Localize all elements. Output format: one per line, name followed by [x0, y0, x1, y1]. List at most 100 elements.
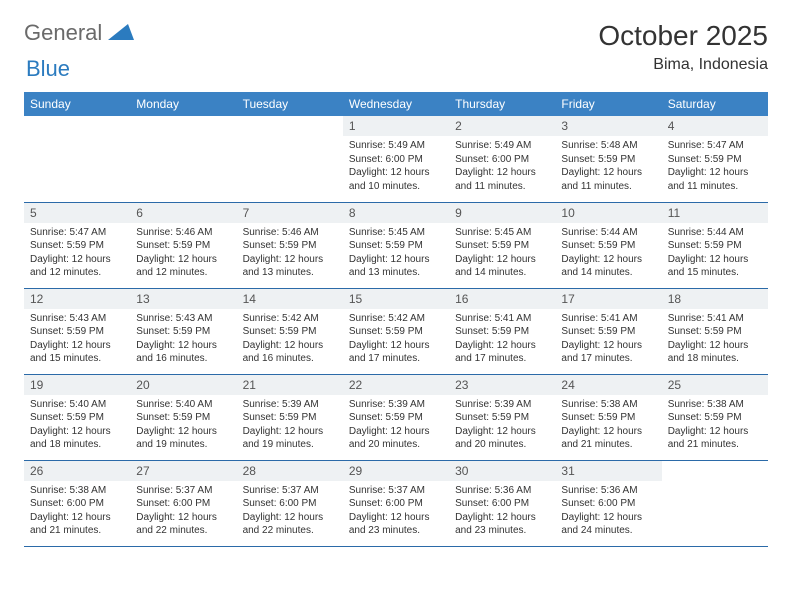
day-number: 30	[449, 461, 555, 481]
logo-triangle-icon	[108, 22, 134, 45]
calendar-cell: 20Sunrise: 5:40 AMSunset: 5:59 PMDayligh…	[130, 374, 236, 460]
calendar-cell: 25Sunrise: 5:38 AMSunset: 5:59 PMDayligh…	[662, 374, 768, 460]
day-details: Sunrise: 5:39 AMSunset: 5:59 PMDaylight:…	[343, 395, 449, 458]
day-details: Sunrise: 5:47 AMSunset: 5:59 PMDaylight:…	[662, 136, 768, 199]
day-details: Sunrise: 5:38 AMSunset: 5:59 PMDaylight:…	[555, 395, 661, 458]
day-details: Sunrise: 5:37 AMSunset: 6:00 PMDaylight:…	[130, 481, 236, 544]
weekday-header: Friday	[555, 92, 661, 116]
day-number: 24	[555, 375, 661, 395]
calendar-table: SundayMondayTuesdayWednesdayThursdayFrid…	[24, 92, 768, 547]
day-details: Sunrise: 5:47 AMSunset: 5:59 PMDaylight:…	[24, 223, 130, 286]
day-number: 25	[662, 375, 768, 395]
day-number: 21	[237, 375, 343, 395]
calendar-week-row: ...1Sunrise: 5:49 AMSunset: 6:00 PMDayli…	[24, 116, 768, 202]
day-details: Sunrise: 5:36 AMSunset: 6:00 PMDaylight:…	[555, 481, 661, 544]
day-number: 1	[343, 116, 449, 136]
calendar-week-row: 19Sunrise: 5:40 AMSunset: 5:59 PMDayligh…	[24, 374, 768, 460]
day-details: Sunrise: 5:49 AMSunset: 6:00 PMDaylight:…	[449, 136, 555, 199]
calendar-cell: 23Sunrise: 5:39 AMSunset: 5:59 PMDayligh…	[449, 374, 555, 460]
day-details: Sunrise: 5:45 AMSunset: 5:59 PMDaylight:…	[343, 223, 449, 286]
weekday-header: Tuesday	[237, 92, 343, 116]
calendar-cell: 5Sunrise: 5:47 AMSunset: 5:59 PMDaylight…	[24, 202, 130, 288]
day-number: 26	[24, 461, 130, 481]
weekday-header: Saturday	[662, 92, 768, 116]
day-details: Sunrise: 5:44 AMSunset: 5:59 PMDaylight:…	[662, 223, 768, 286]
day-details: Sunrise: 5:46 AMSunset: 5:59 PMDaylight:…	[130, 223, 236, 286]
day-details: Sunrise: 5:43 AMSunset: 5:59 PMDaylight:…	[130, 309, 236, 372]
calendar-cell: 16Sunrise: 5:41 AMSunset: 5:59 PMDayligh…	[449, 288, 555, 374]
day-details: Sunrise: 5:49 AMSunset: 6:00 PMDaylight:…	[343, 136, 449, 199]
calendar-week-row: 12Sunrise: 5:43 AMSunset: 5:59 PMDayligh…	[24, 288, 768, 374]
day-number: 7	[237, 203, 343, 223]
calendar-cell: 24Sunrise: 5:38 AMSunset: 5:59 PMDayligh…	[555, 374, 661, 460]
calendar-cell: 8Sunrise: 5:45 AMSunset: 5:59 PMDaylight…	[343, 202, 449, 288]
day-number: 28	[237, 461, 343, 481]
day-number: 16	[449, 289, 555, 309]
day-details: Sunrise: 5:40 AMSunset: 5:59 PMDaylight:…	[130, 395, 236, 458]
day-number: 18	[662, 289, 768, 309]
calendar-cell: 18Sunrise: 5:41 AMSunset: 5:59 PMDayligh…	[662, 288, 768, 374]
day-number: 8	[343, 203, 449, 223]
day-number: 23	[449, 375, 555, 395]
day-details: Sunrise: 5:39 AMSunset: 5:59 PMDaylight:…	[237, 395, 343, 458]
calendar-cell: 31Sunrise: 5:36 AMSunset: 6:00 PMDayligh…	[555, 460, 661, 546]
weekday-header: Sunday	[24, 92, 130, 116]
calendar-cell: 12Sunrise: 5:43 AMSunset: 5:59 PMDayligh…	[24, 288, 130, 374]
day-details: Sunrise: 5:41 AMSunset: 5:59 PMDaylight:…	[555, 309, 661, 372]
day-number: 29	[343, 461, 449, 481]
day-details: Sunrise: 5:45 AMSunset: 5:59 PMDaylight:…	[449, 223, 555, 286]
day-details: Sunrise: 5:48 AMSunset: 5:59 PMDaylight:…	[555, 136, 661, 199]
day-number: 14	[237, 289, 343, 309]
day-number: 6	[130, 203, 236, 223]
calendar-cell: 2Sunrise: 5:49 AMSunset: 6:00 PMDaylight…	[449, 116, 555, 202]
day-details: Sunrise: 5:40 AMSunset: 5:59 PMDaylight:…	[24, 395, 130, 458]
calendar-cell: 28Sunrise: 5:37 AMSunset: 6:00 PMDayligh…	[237, 460, 343, 546]
day-number: 22	[343, 375, 449, 395]
weekday-header: Wednesday	[343, 92, 449, 116]
day-details: Sunrise: 5:38 AMSunset: 5:59 PMDaylight:…	[662, 395, 768, 458]
day-number: 31	[555, 461, 661, 481]
calendar-body: ...1Sunrise: 5:49 AMSunset: 6:00 PMDayli…	[24, 116, 768, 546]
calendar-cell: 10Sunrise: 5:44 AMSunset: 5:59 PMDayligh…	[555, 202, 661, 288]
day-details: Sunrise: 5:37 AMSunset: 6:00 PMDaylight:…	[237, 481, 343, 544]
day-details: Sunrise: 5:38 AMSunset: 6:00 PMDaylight:…	[24, 481, 130, 544]
calendar-cell: .	[662, 460, 768, 546]
day-number: 19	[24, 375, 130, 395]
day-number: 12	[24, 289, 130, 309]
calendar-cell: 22Sunrise: 5:39 AMSunset: 5:59 PMDayligh…	[343, 374, 449, 460]
day-details: Sunrise: 5:41 AMSunset: 5:59 PMDaylight:…	[449, 309, 555, 372]
day-details: Sunrise: 5:36 AMSunset: 6:00 PMDaylight:…	[449, 481, 555, 544]
day-details: Sunrise: 5:41 AMSunset: 5:59 PMDaylight:…	[662, 309, 768, 372]
day-details: Sunrise: 5:42 AMSunset: 5:59 PMDaylight:…	[237, 309, 343, 372]
day-number: 4	[662, 116, 768, 136]
calendar-cell: 27Sunrise: 5:37 AMSunset: 6:00 PMDayligh…	[130, 460, 236, 546]
day-number: 17	[555, 289, 661, 309]
calendar-cell: 13Sunrise: 5:43 AMSunset: 5:59 PMDayligh…	[130, 288, 236, 374]
day-details: Sunrise: 5:37 AMSunset: 6:00 PMDaylight:…	[343, 481, 449, 544]
calendar-cell: 9Sunrise: 5:45 AMSunset: 5:59 PMDaylight…	[449, 202, 555, 288]
calendar-cell: 7Sunrise: 5:46 AMSunset: 5:59 PMDaylight…	[237, 202, 343, 288]
weekday-header: Thursday	[449, 92, 555, 116]
calendar-cell: 19Sunrise: 5:40 AMSunset: 5:59 PMDayligh…	[24, 374, 130, 460]
calendar-week-row: 26Sunrise: 5:38 AMSunset: 6:00 PMDayligh…	[24, 460, 768, 546]
calendar-week-row: 5Sunrise: 5:47 AMSunset: 5:59 PMDaylight…	[24, 202, 768, 288]
day-details: Sunrise: 5:44 AMSunset: 5:59 PMDaylight:…	[555, 223, 661, 286]
day-number: 9	[449, 203, 555, 223]
day-number: 11	[662, 203, 768, 223]
logo-text-blue: Blue	[26, 56, 770, 82]
calendar-cell: 29Sunrise: 5:37 AMSunset: 6:00 PMDayligh…	[343, 460, 449, 546]
day-number: 2	[449, 116, 555, 136]
day-number: 13	[130, 289, 236, 309]
weekday-header: Monday	[130, 92, 236, 116]
calendar-cell: 26Sunrise: 5:38 AMSunset: 6:00 PMDayligh…	[24, 460, 130, 546]
day-number: 20	[130, 375, 236, 395]
day-details: Sunrise: 5:39 AMSunset: 5:59 PMDaylight:…	[449, 395, 555, 458]
calendar-cell: .	[237, 116, 343, 202]
day-number: 15	[343, 289, 449, 309]
day-details: Sunrise: 5:43 AMSunset: 5:59 PMDaylight:…	[24, 309, 130, 372]
calendar-cell: 3Sunrise: 5:48 AMSunset: 5:59 PMDaylight…	[555, 116, 661, 202]
day-number: 10	[555, 203, 661, 223]
calendar-cell: .	[24, 116, 130, 202]
calendar-cell: 1Sunrise: 5:49 AMSunset: 6:00 PMDaylight…	[343, 116, 449, 202]
day-details: Sunrise: 5:42 AMSunset: 5:59 PMDaylight:…	[343, 309, 449, 372]
